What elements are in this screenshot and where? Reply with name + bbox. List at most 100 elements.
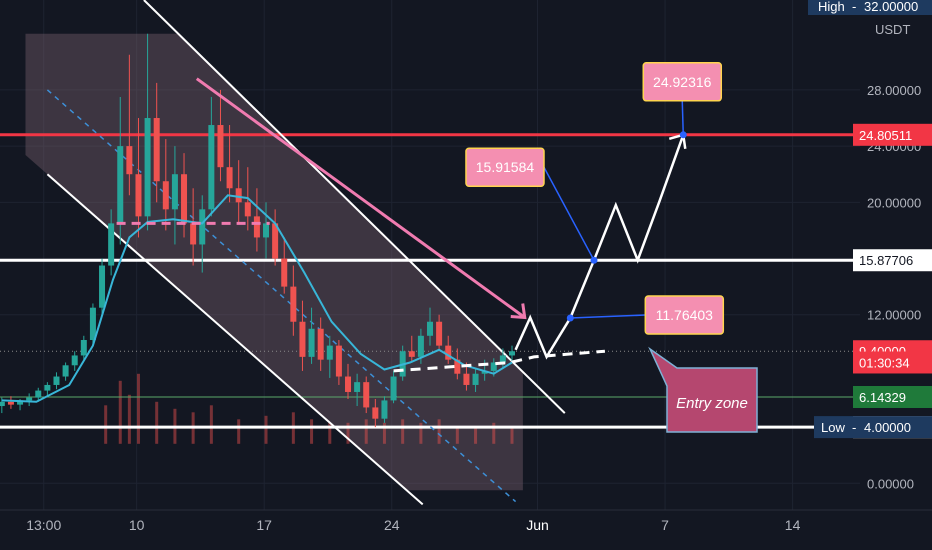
candle-body — [26, 397, 33, 401]
price-axis[interactable]: 28.0000024.0000020.0000012.000000.00000U… — [808, 0, 932, 550]
candle-body — [381, 400, 388, 419]
candle-body — [235, 188, 242, 203]
volume-bar — [127, 394, 131, 444]
price-callout-box — [644, 295, 725, 335]
time-tick-label: 10 — [129, 517, 145, 533]
volume-bar — [155, 401, 159, 444]
candle-body — [317, 328, 324, 360]
candle-body — [217, 125, 224, 168]
price-label-text: 6.14329 — [859, 390, 906, 405]
price-callout-text: 15.91584 — [476, 159, 535, 175]
grid-lines — [0, 0, 860, 510]
low-marker-box — [814, 416, 932, 439]
candle-body — [417, 335, 424, 357]
trend-arrow-head — [510, 303, 527, 320]
time-axis[interactable]: 13:00 10 17 24 Jun 7 14 — [0, 509, 932, 550]
price-label-box — [853, 123, 932, 146]
candle-body — [472, 373, 479, 385]
low-marker-value: 4.00000 — [864, 420, 911, 435]
entry-zone-bubble — [648, 346, 758, 433]
price-tick-label: 20.00000 — [867, 195, 921, 210]
candle-body — [117, 146, 124, 224]
time-tick-label: 13:00 — [26, 517, 61, 533]
candle-body — [226, 167, 233, 189]
price-callout-text: 24.92316 — [653, 74, 712, 90]
price-label-box — [853, 249, 932, 272]
volume-bar — [264, 415, 268, 444]
currency-unit-label: USDT — [875, 22, 910, 37]
candle-body — [253, 216, 260, 238]
candle-body — [80, 340, 87, 356]
candle-body — [326, 345, 333, 360]
candle-body — [7, 401, 14, 405]
price-callout-box — [642, 62, 723, 102]
candle-body — [208, 125, 215, 210]
volume-bar — [510, 426, 514, 444]
price-callouts: 24.92316 15.91584 11.76403 Entry zone — [465, 62, 758, 433]
candlesticks — [0, 33, 515, 428]
price-callout-box — [465, 147, 545, 187]
candle-body — [354, 382, 361, 392]
volume-bar — [401, 419, 405, 444]
candle-body — [153, 118, 160, 182]
volume-bar — [209, 405, 213, 444]
candle-body — [408, 351, 415, 357]
price-label-text: 15.87706 — [859, 253, 913, 268]
high-marker-box — [808, 0, 932, 15]
candle-body — [181, 174, 188, 224]
volume-bar — [492, 422, 496, 444]
candle-body — [427, 321, 433, 336]
candle-body — [445, 345, 452, 360]
candle-body — [53, 376, 60, 385]
volume-bar — [346, 422, 350, 444]
candle-body — [335, 345, 342, 377]
time-tick-label: 17 — [256, 517, 272, 533]
candle-body — [263, 223, 270, 238]
price-label-box — [853, 351, 932, 374]
high-marker-value: 32.00000 — [864, 0, 918, 14]
candle-body — [99, 265, 106, 308]
callout-leader-line — [570, 314, 646, 319]
entry-zone-label: Entry zone — [676, 395, 748, 412]
candle-body — [308, 328, 315, 357]
time-tick-label: 24 — [384, 517, 400, 533]
trend-arrow-line — [195, 77, 526, 319]
high-marker-dash: - — [852, 0, 856, 14]
low-marker-label: Low — [821, 420, 845, 435]
time-tick-label: 14 — [785, 517, 801, 533]
price-axis-background — [862, 0, 932, 550]
time-tick-label: 7 — [661, 517, 669, 533]
candle-body — [490, 362, 497, 371]
candle-body — [144, 118, 151, 217]
candle-body — [390, 376, 397, 401]
candle-body — [126, 146, 133, 175]
price-label-text: 01:30:34 — [859, 355, 910, 370]
volume-bar — [455, 426, 459, 444]
high-marker-label: High — [818, 0, 845, 14]
moving-average — [1, 194, 513, 403]
volume-bar — [364, 419, 368, 444]
candle-body — [508, 351, 515, 356]
candle-body — [199, 209, 206, 245]
moving-average-line — [1, 194, 513, 403]
volume-bar — [328, 422, 332, 444]
candle-body — [363, 382, 370, 408]
price-tick-label: 28.00000 — [867, 83, 921, 98]
channel-middle-line — [46, 89, 517, 503]
low-marker-dash: - — [852, 420, 856, 435]
callout-leader-line — [543, 166, 595, 261]
callout-anchor-point — [590, 256, 598, 264]
candle-body — [62, 365, 69, 377]
candle-body — [171, 174, 178, 210]
volume-bar — [419, 422, 423, 444]
candle-body — [135, 174, 142, 217]
candle-body — [71, 355, 78, 366]
volume-bar — [310, 419, 314, 444]
candle-body — [345, 376, 352, 392]
candle-body — [244, 202, 251, 217]
time-tick-label: Jun — [526, 517, 549, 533]
volume-bar — [237, 419, 241, 444]
callout-anchor-point — [566, 314, 574, 322]
entry-dashed-line — [393, 349, 606, 373]
